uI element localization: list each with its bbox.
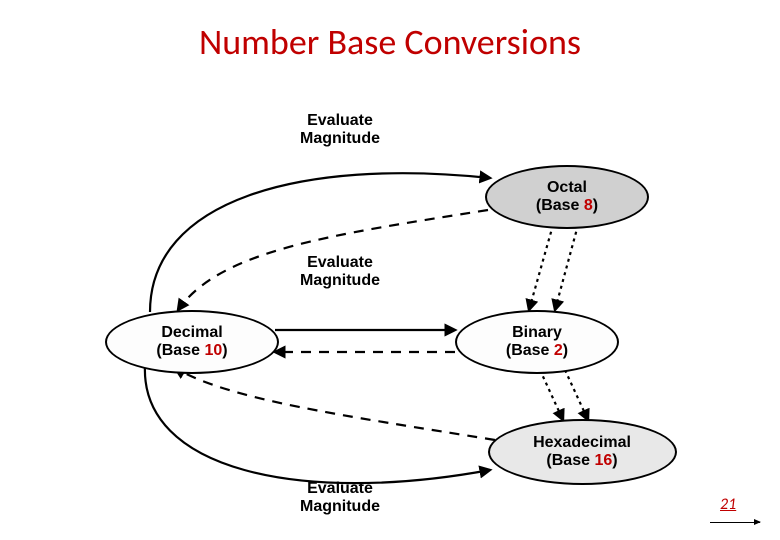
page-number: 21 [720,495,736,514]
edge-bin-hex-dots-2 [565,370,588,420]
edge-oct-bin-dots-2 [555,225,578,310]
edge-dec-to-oct-solid [150,173,490,312]
edge-bin-hex-dots [540,370,563,420]
page-title: Number Base Conversions [0,20,780,64]
node-decimal-base: (Base 10) [156,342,227,360]
node-decimal: Decimal (Base 10) [105,310,279,374]
node-octal-base: (Base 8) [536,197,598,215]
label-evaluate-bottom: EvaluateMagnitude [300,480,380,517]
node-decimal-name: Decimal [161,324,222,342]
node-hex: Hexadecimal (Base 16) [488,419,677,485]
label-evaluate-mid: EvaluateMagnitude [300,254,380,291]
node-hex-name: Hexadecimal [533,434,631,452]
label-evaluate-top: EvaluateMagnitude [300,112,380,149]
node-binary-name: Binary [512,324,562,342]
edge-dec-to-hex-solid [145,365,490,483]
edge-hex-to-dec-dash [175,368,495,440]
node-binary: Binary (Base 2) [455,310,619,374]
node-octal-name: Octal [547,179,587,197]
node-binary-base: (Base 2) [506,342,568,360]
edge-oct-bin-dots [529,225,553,310]
page-next-arrow-icon [710,522,760,523]
node-octal: Octal (Base 8) [485,165,649,229]
node-hex-base: (Base 16) [546,452,617,470]
